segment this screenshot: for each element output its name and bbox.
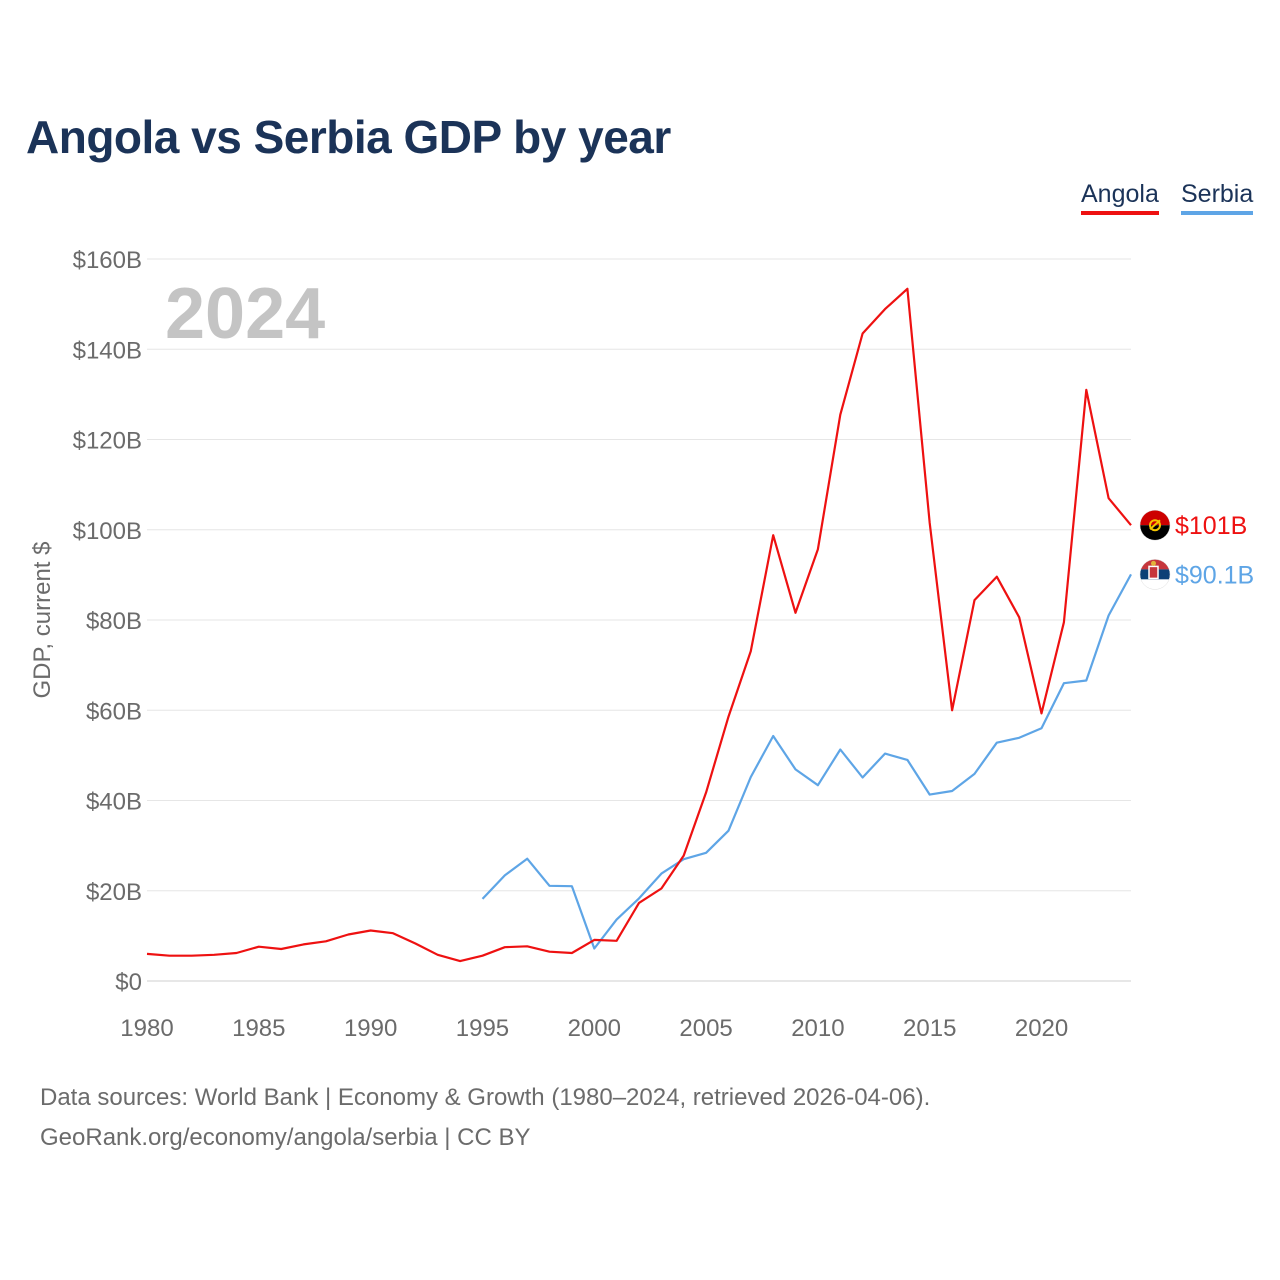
series-line-angola[interactable] (146, 287, 1132, 963)
line-chart: 2024 $0 $20B $40B $60B $80B $100B $120B $140B $1… (29, 247, 1254, 1042)
x-tick-label: 2005 (679, 1015, 732, 1042)
x-tick-label: 2020 (1015, 1015, 1068, 1042)
x-tick-label: 1985 (232, 1015, 285, 1042)
year-watermark: 2024 (165, 274, 325, 354)
y-tick-label: $0 (115, 969, 142, 996)
y-tick-label: $60B (86, 698, 142, 725)
end-label-angola: $101B (1175, 512, 1247, 540)
legend-item-angola[interactable]: Angola (1081, 180, 1159, 215)
y-tick-label: $160B (73, 247, 142, 274)
x-tick-label: 1990 (344, 1015, 397, 1042)
x-tick-label: 2015 (903, 1015, 956, 1042)
y-axis-label: GDP, current $ (29, 542, 56, 699)
x-tick-label: 2000 (568, 1015, 621, 1042)
y-tick-label: $140B (73, 337, 142, 364)
chart-title: Angola vs Serbia GDP by year (26, 111, 671, 163)
angola-flag-icon (1139, 509, 1171, 541)
series-line-serbia[interactable] (481, 573, 1132, 950)
y-tick-label: $100B (73, 518, 142, 545)
y-tick-label: $20B (86, 879, 142, 906)
x-tick-label: 1980 (120, 1015, 173, 1042)
x-tick-label: 1995 (456, 1015, 509, 1042)
serbia-flag-icon (1139, 559, 1171, 590)
legend-item-serbia[interactable]: Serbia (1181, 180, 1254, 215)
y-tick-label: $40B (86, 789, 142, 816)
y-tick-label: $80B (86, 608, 142, 635)
x-tick-label: 2010 (791, 1015, 844, 1042)
y-tick-label: $120B (73, 428, 142, 455)
footer-credit: GeoRank.org/economy/angola/serbia | CC B… (40, 1124, 531, 1151)
end-label-serbia: $90.1B (1175, 561, 1254, 589)
footer-source: Data sources: World Bank | Economy & Gro… (40, 1084, 931, 1111)
